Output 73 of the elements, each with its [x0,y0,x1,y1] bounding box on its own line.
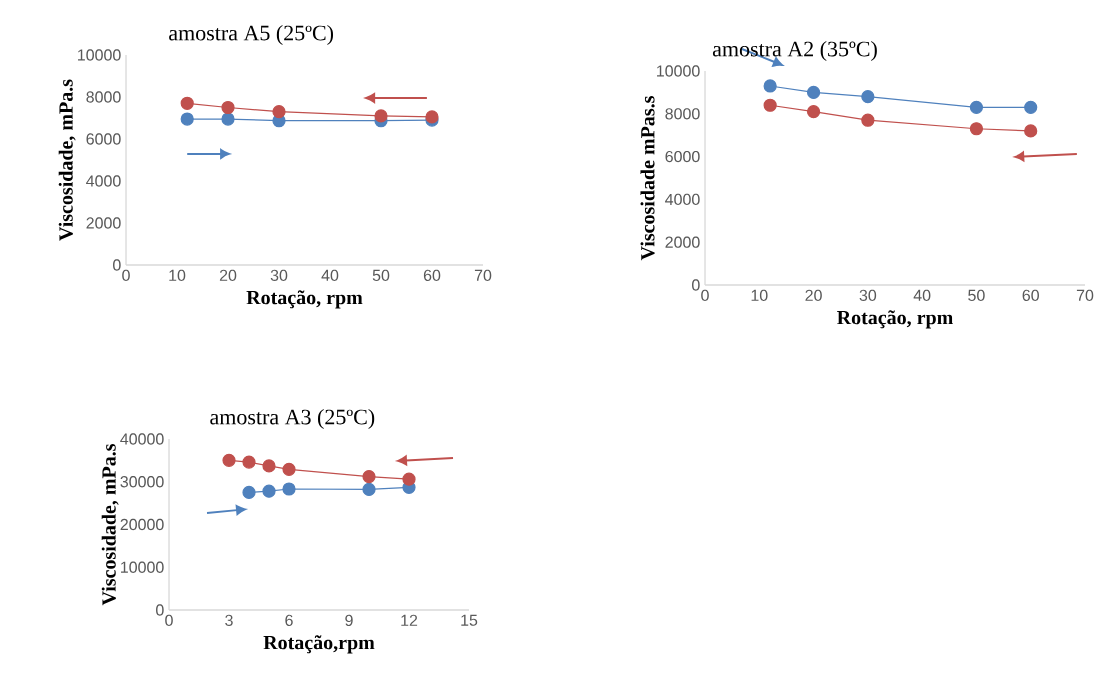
x-tick-label: 30 [270,269,288,282]
x-tick-label: 60 [423,269,441,282]
x-tick-label: 6 [285,614,293,627]
point [221,100,235,115]
point [374,109,388,123]
x-tick-label: 50 [968,289,985,302]
y-axis-title: Viscosidade, mPa.s [101,443,119,606]
x-tick-label: 70 [1076,289,1094,302]
point [242,485,256,500]
point [1024,100,1038,114]
y-tick-label: 4000 [665,193,700,206]
x-tick-label: 12 [401,614,418,626]
point [402,472,416,486]
point [763,98,777,112]
y-tick-label: 30000 [120,476,164,488]
x-tick-label: 15 [461,614,478,626]
point [272,105,286,119]
point [763,79,777,93]
point [282,462,296,476]
point [861,113,875,127]
point [969,122,984,136]
y-tick-label: 2000 [86,217,121,229]
x-tick-label: 40 [321,269,339,282]
x-tick-label: 10 [169,269,186,282]
point [242,455,256,469]
x-axis-title: Rotação, rpm [837,310,953,329]
y-tick-label: 8000 [86,91,121,103]
x-tick-label: 40 [913,289,931,302]
chart-title: amostra A2 (35ºC) [712,41,877,61]
y-tick-label: 0 [692,279,700,291]
y-tick-label: 8000 [665,108,700,120]
point [221,112,235,126]
point [262,484,276,498]
y-tick-label: 0 [156,604,164,616]
point [1024,124,1038,138]
x-tick-label: 10 [751,289,768,302]
point [262,459,276,473]
y-axis-title: Viscosidade, mPa.s [58,79,76,241]
x-axis-title: Rotação,rpm [263,635,375,654]
y-tick-label: 0 [113,259,121,271]
point [362,470,376,484]
point [180,112,194,126]
chart-title: amostra A5 (25ºC) [169,25,334,45]
y-tick-label: 20000 [120,518,164,531]
y-tick-label: 10000 [657,65,700,77]
y-tick-label: 4000 [86,175,121,187]
point [362,482,376,497]
point [861,90,875,104]
point [282,482,296,496]
y-tick-label: 10000 [78,49,121,61]
x-tick-label: 0 [701,289,709,302]
x-tick-label: 30 [859,289,877,302]
x-tick-label: 0 [165,614,173,627]
y-tick-label: 2000 [665,236,700,248]
x-tick-label: 3 [225,614,233,627]
y-tick-label: 6000 [86,133,121,145]
x-tick-label: 20 [805,289,822,302]
y-tick-label: 6000 [665,150,700,163]
point [180,96,194,110]
x-tick-label: 20 [219,269,237,282]
x-tick-label: 70 [474,269,492,282]
point [222,453,236,467]
chart-title: amostra A3 (25ºC) [210,409,375,429]
x-tick-label: 50 [372,269,390,282]
x-tick-label: 9 [345,614,353,627]
y-tick-label: 40000 [120,433,164,445]
y-axis-title: Viscosidade mPas.s [640,96,655,261]
point [806,105,821,119]
x-axis-title: Rotação, rpm [246,290,363,309]
x-tick-label: 60 [1022,289,1039,302]
point [806,85,821,99]
y-tick-label: 10000 [121,561,164,573]
point [969,100,984,114]
